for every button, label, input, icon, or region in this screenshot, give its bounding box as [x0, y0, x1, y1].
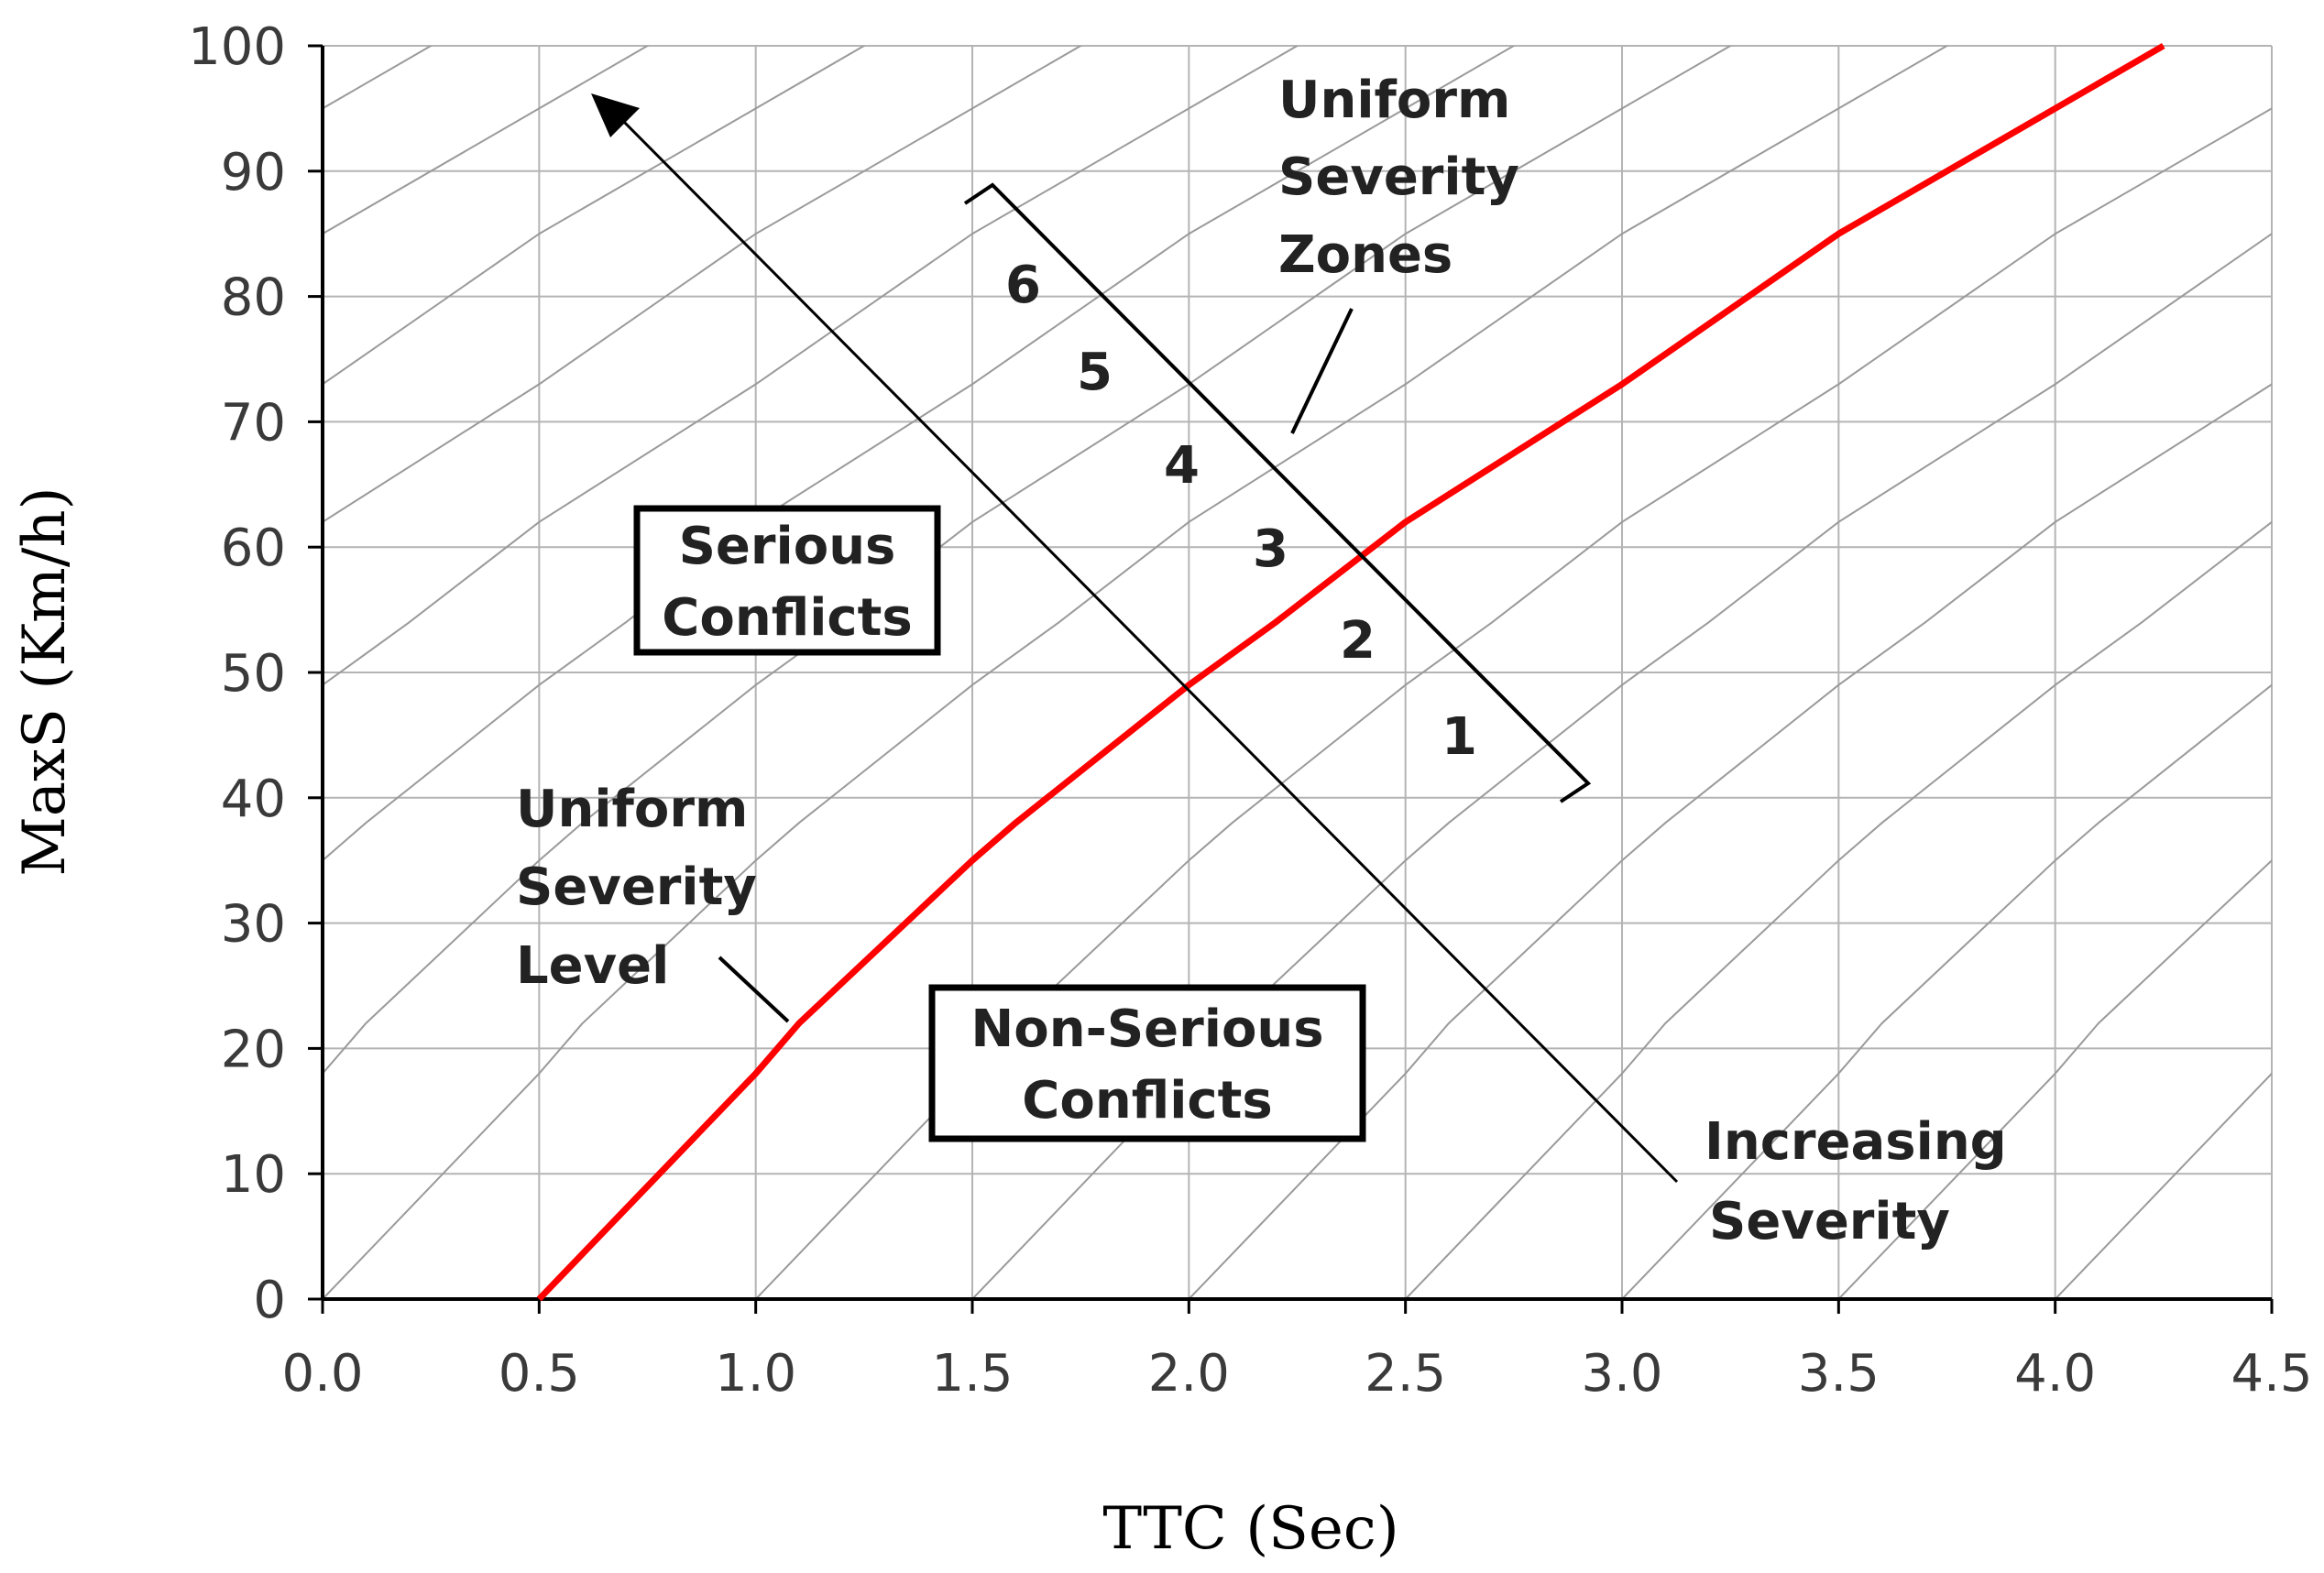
serious-label-line-2: Conflicts [662, 588, 912, 648]
y-tick-labels: 0 10 20 30 40 50 60 70 80 90 100 [188, 17, 286, 1330]
level-label-line-1: Uniform [516, 780, 748, 839]
x-tick-label: 2.5 [1365, 1344, 1446, 1404]
y-tick-label: 70 [221, 393, 286, 453]
severity-zone-bracket [963, 182, 1592, 803]
background-severity-curve [323, 46, 1949, 1299]
non-serious-label-line-2: Conflicts [1022, 1071, 1272, 1131]
y-tick-label: 20 [221, 1020, 286, 1079]
x-axis-title: TTC (Sec) [1102, 1495, 1398, 1563]
zone-number-5: 5 [1077, 343, 1113, 402]
x-tick-labels: 0.0 0.5 1.0 1.5 2.0 2.5 3.0 3.5 4.0 4.5 [281, 1344, 2312, 1404]
level-label-line-2: Severity [516, 858, 757, 917]
non-serious-conflicts-box: Non-Serious Conflicts [928, 984, 1366, 1142]
uniform-severity-zones-label: Uniform Severity Zones [1278, 71, 1519, 285]
x-tick-label: 0.0 [281, 1344, 363, 1404]
x-tick-label: 1.0 [715, 1344, 796, 1404]
axes [308, 44, 2274, 1314]
increasing-label-line-1: Increasing [1705, 1112, 2007, 1172]
y-tick-label: 10 [221, 1145, 286, 1205]
zones-label-line-1: Uniform [1278, 71, 1510, 130]
background-severity-curve [323, 46, 1299, 686]
x-tick-label: 3.5 [1798, 1344, 1880, 1404]
zone-number-1: 1 [1442, 707, 1477, 767]
y-tick-label: 80 [221, 268, 286, 328]
serious-conflicts-box: Serious Conflicts [633, 505, 941, 656]
y-tick-label: 40 [221, 770, 286, 829]
zone-number-3: 3 [1253, 519, 1288, 579]
y-tick-label: 50 [221, 644, 286, 704]
y-axis-title: MaxS (Km/h) [11, 486, 79, 876]
x-tick-label: 4.0 [2014, 1344, 2096, 1404]
x-tick-label: 3.0 [1581, 1344, 1662, 1404]
level-leader-line [718, 956, 790, 1023]
background-severity-curve [1837, 858, 2272, 1299]
x-tick-label: 2.0 [1148, 1344, 1230, 1404]
y-tick-label: 100 [188, 17, 286, 77]
level-label-line-3: Level [516, 936, 669, 996]
increasing-label-line-2: Severity [1709, 1192, 1950, 1251]
x-tick-label: 0.5 [499, 1344, 580, 1404]
zone-number-2: 2 [1340, 611, 1376, 671]
uniform-severity-level-label: Uniform Severity Level [516, 780, 757, 996]
zone-number-4: 4 [1164, 436, 1200, 496]
background-severity-curve [1404, 520, 2272, 1299]
increasing-severity-arrow [591, 93, 1679, 1184]
y-tick-label: 60 [221, 519, 286, 578]
serious-label-line-1: Serious [679, 517, 896, 576]
non-serious-label-line-1: Non-Serious [970, 1000, 1323, 1059]
background-severity-curve [323, 46, 1083, 524]
y-tick-label: 90 [221, 143, 286, 202]
background-severity-curve [2054, 1072, 2272, 1299]
background-severity-curve [323, 46, 1516, 862]
zone-number-6: 6 [1005, 256, 1041, 315]
uniform-severity-curve [536, 42, 2165, 1302]
x-tick-label: 1.5 [931, 1344, 1013, 1404]
uniform-severity-curve-layer [536, 42, 2165, 1302]
background-severity-curve [323, 46, 866, 386]
y-tick-label: 0 [253, 1271, 286, 1330]
background-severity-curve [1188, 383, 2272, 1299]
increasing-severity-label: Increasing Severity [1705, 1112, 2007, 1251]
zones-label-line-3: Zones [1278, 225, 1452, 285]
zones-label-line-2: Severity [1278, 147, 1519, 207]
zones-leader-line [1290, 308, 1354, 434]
x-tick-label: 4.5 [2231, 1344, 2312, 1404]
background-severity-curve [1621, 683, 2272, 1299]
background-severity-curve [323, 46, 650, 235]
y-tick-label: 30 [221, 895, 286, 955]
